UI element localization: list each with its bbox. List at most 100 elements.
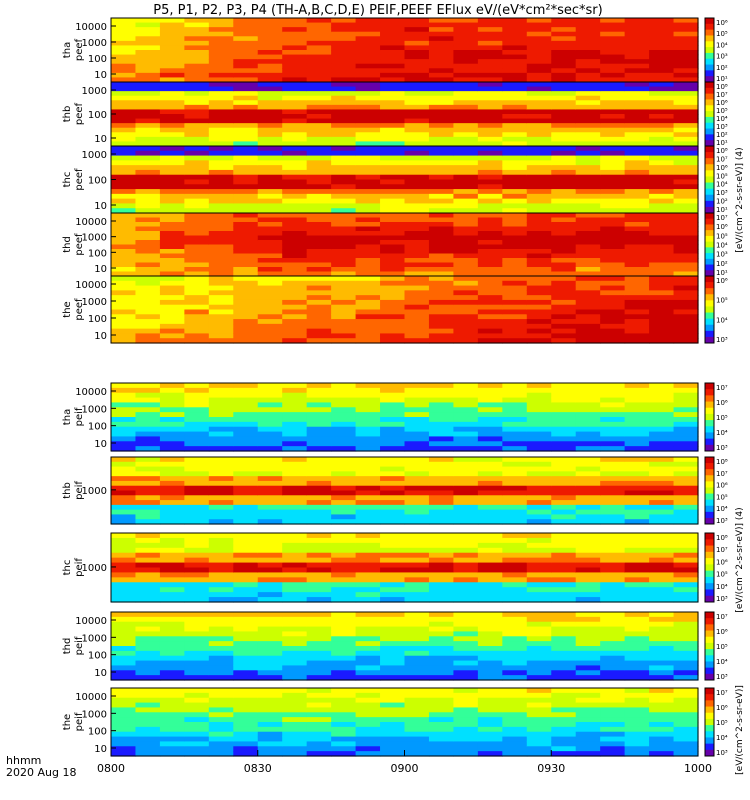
heatmap-cell xyxy=(673,504,699,511)
heatmap-cell xyxy=(208,36,234,42)
heatmap-cell xyxy=(624,203,650,209)
heatmap-cell xyxy=(649,95,675,101)
heatmap-cell xyxy=(282,702,308,709)
heatmap-cell xyxy=(282,141,308,147)
heatmap-cell xyxy=(428,557,455,564)
heatmap-cell xyxy=(600,323,626,330)
heatmap-cell xyxy=(355,597,381,603)
heatmap-cell xyxy=(477,665,503,671)
heatmap-cell xyxy=(649,509,675,516)
panel-probe-label: thd xyxy=(62,236,73,253)
heatmap-cell xyxy=(673,547,699,554)
heatmap-cell xyxy=(208,253,234,259)
heatmap-cell xyxy=(649,557,675,564)
heatmap-cell xyxy=(477,104,503,111)
heatmap-cell xyxy=(428,612,455,618)
heatmap-cell xyxy=(673,299,699,306)
heatmap-cell xyxy=(526,72,552,79)
heatmap-cell xyxy=(184,597,210,603)
heatmap-cell xyxy=(673,514,699,520)
heatmap-cell xyxy=(404,146,430,152)
heatmap-cell xyxy=(380,407,406,413)
heatmap-cell xyxy=(502,397,528,404)
heatmap-cell xyxy=(649,240,675,246)
heatmap-cell xyxy=(526,597,552,603)
heatmap-cell xyxy=(380,165,406,171)
heatmap-cell xyxy=(111,323,137,330)
heatmap-cell xyxy=(477,253,503,259)
heatmap-cell xyxy=(428,285,455,291)
heatmap-cell xyxy=(600,45,626,51)
heatmap-cell xyxy=(624,461,650,468)
heatmap-cell xyxy=(673,100,699,106)
heatmap-cell xyxy=(404,114,430,120)
heatmap-cell xyxy=(624,198,650,205)
heatmap-cell xyxy=(306,226,332,232)
heatmap-cell xyxy=(111,597,137,603)
heatmap-cell xyxy=(600,338,626,344)
heatmap-cell xyxy=(649,697,675,704)
heatmap-cell xyxy=(551,533,577,539)
heatmap-cell xyxy=(355,86,381,92)
heatmap-cell xyxy=(135,338,161,344)
heatmap-cell xyxy=(282,441,308,447)
heatmap-cell xyxy=(111,198,137,205)
colorbar-swatch xyxy=(705,330,714,338)
colorbar-frame xyxy=(704,532,715,603)
heatmap-cell xyxy=(380,179,406,185)
heatmap-cell xyxy=(600,109,626,115)
heatmap-cell xyxy=(380,557,406,564)
heatmap-cell xyxy=(600,441,626,447)
colorbar-tick-label: 10⁵ xyxy=(716,414,728,422)
heatmap-cell xyxy=(453,485,479,492)
heatmap-cell xyxy=(184,641,210,647)
heatmap-cell xyxy=(526,577,552,583)
heatmap-cell xyxy=(649,562,675,569)
heatmap-cell xyxy=(306,150,332,157)
heatmap-cell xyxy=(673,597,699,603)
heatmap-cell xyxy=(380,582,406,588)
heatmap-cell xyxy=(282,471,308,477)
heatmap-cell xyxy=(428,235,455,241)
heatmap-cell xyxy=(404,537,430,544)
colorbar-swatch xyxy=(705,82,714,89)
heatmap-cell xyxy=(477,641,503,647)
heatmap-cell xyxy=(428,402,455,408)
heatmap-cell xyxy=(111,22,137,28)
heatmap-cell xyxy=(477,547,503,554)
heatmap-cell xyxy=(159,136,185,143)
heatmap-cell xyxy=(111,59,137,65)
heatmap-cell xyxy=(355,612,381,618)
heatmap-cell xyxy=(159,198,185,205)
heatmap-cell xyxy=(135,304,161,311)
heatmap-cell xyxy=(306,397,332,404)
heatmap-cell xyxy=(380,276,406,282)
heatmap-cell xyxy=(624,290,650,296)
heatmap-cell xyxy=(282,189,308,195)
heatmap-cell xyxy=(649,387,675,394)
heatmap-cell xyxy=(233,109,259,115)
heatmap-cell xyxy=(135,290,161,296)
heatmap-cell xyxy=(575,495,601,501)
heatmap-cell xyxy=(404,267,430,273)
heatmap-cell xyxy=(184,150,210,157)
heatmap-cell xyxy=(380,299,406,306)
heatmap-cell xyxy=(331,68,357,74)
heatmap-cell xyxy=(257,441,283,447)
heatmap-cell xyxy=(306,692,332,699)
heatmap-cell xyxy=(404,198,430,205)
heatmap-cell xyxy=(380,722,406,728)
heatmap-cell xyxy=(428,577,455,583)
heatmap-cell xyxy=(551,665,577,671)
heatmap-cell xyxy=(600,722,626,728)
heatmap-cell xyxy=(208,712,234,718)
heatmap-cell xyxy=(404,670,430,676)
heatmap-cell xyxy=(380,31,406,37)
heatmap-cell xyxy=(624,731,650,738)
heatmap-cell xyxy=(575,213,601,219)
heatmap-cell xyxy=(649,36,675,42)
heatmap-cell xyxy=(184,660,210,667)
heatmap-cell xyxy=(428,552,455,559)
heatmap-cell xyxy=(331,746,357,752)
heatmap-cell xyxy=(624,616,650,623)
